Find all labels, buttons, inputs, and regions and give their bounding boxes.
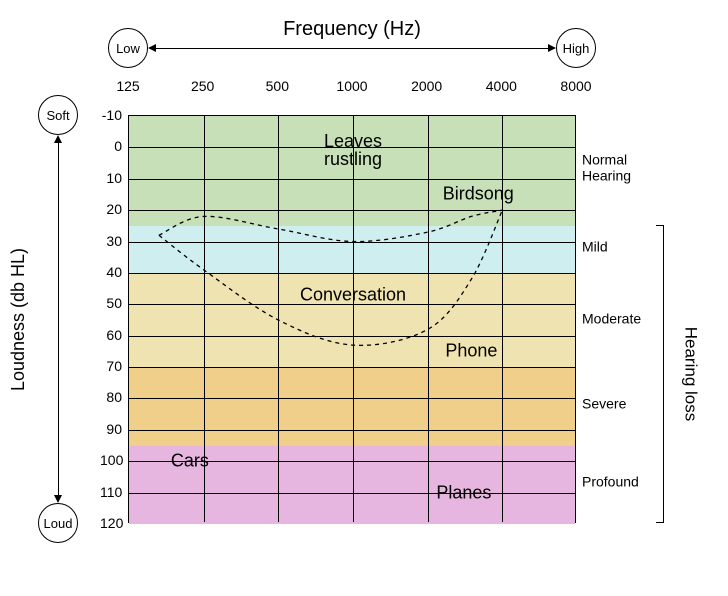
severity-band <box>129 273 575 367</box>
audiogram-chart: LeavesrustlingBirdsongConversationPhoneC… <box>128 115 576 523</box>
x-tick-label: 4000 <box>486 78 517 94</box>
x-tick-label: 250 <box>191 78 214 94</box>
y-tick-label: 50 <box>100 295 122 311</box>
hearing-loss-bracket <box>656 225 664 523</box>
grid-line <box>129 179 575 180</box>
frequency-arrow <box>156 48 548 49</box>
y-tick-label: 90 <box>100 421 122 437</box>
x-tick-label: 8000 <box>560 78 591 94</box>
loud-label: Loud <box>38 503 78 543</box>
grid-line <box>129 493 575 494</box>
hearing-loss-title: Hearing loss <box>680 225 700 523</box>
grid-line <box>129 273 575 274</box>
y-axis-title: Loudness (db HL) <box>8 115 30 523</box>
grid-line <box>129 147 575 148</box>
y-tick-label: 0 <box>100 138 122 154</box>
x-tick-label: 1000 <box>336 78 367 94</box>
y-tick-label: 70 <box>100 358 122 374</box>
y-tick-label: 10 <box>100 170 122 186</box>
grid-line <box>129 336 575 337</box>
grid-line <box>129 430 575 431</box>
category-label: Profound <box>582 474 639 489</box>
grid-line <box>129 367 575 368</box>
y-tick-label: 30 <box>100 233 122 249</box>
x-axis-title: Frequency (Hz) <box>128 18 576 41</box>
grid-line <box>129 461 575 462</box>
y-tick-label: 20 <box>100 201 122 217</box>
y-tick-label: 60 <box>100 327 122 343</box>
category-label: Severe <box>582 396 626 411</box>
severity-band <box>129 367 575 445</box>
category-label: NormalHearing <box>582 153 631 184</box>
grid-line <box>129 304 575 305</box>
grid-line <box>129 210 575 211</box>
grid-line <box>129 398 575 399</box>
grid-line <box>129 242 575 243</box>
category-label: Moderate <box>582 311 641 326</box>
severity-band <box>129 226 575 273</box>
y-tick-label: 40 <box>100 264 122 280</box>
soft-label: Soft <box>38 95 78 135</box>
x-tick-label: 2000 <box>411 78 442 94</box>
y-tick-label: 100 <box>100 452 122 468</box>
high-label: High <box>556 28 596 68</box>
category-label: Mild <box>582 239 608 254</box>
loudness-arrow <box>58 143 59 495</box>
low-label: Low <box>108 28 148 68</box>
x-tick-label: 125 <box>116 78 139 94</box>
y-tick-label: 120 <box>100 515 122 531</box>
y-tick-label: 110 <box>100 484 122 500</box>
x-tick-label: 500 <box>266 78 289 94</box>
severity-band <box>129 446 575 524</box>
y-tick-label: 80 <box>100 389 122 405</box>
y-tick-label: -10 <box>100 107 122 123</box>
